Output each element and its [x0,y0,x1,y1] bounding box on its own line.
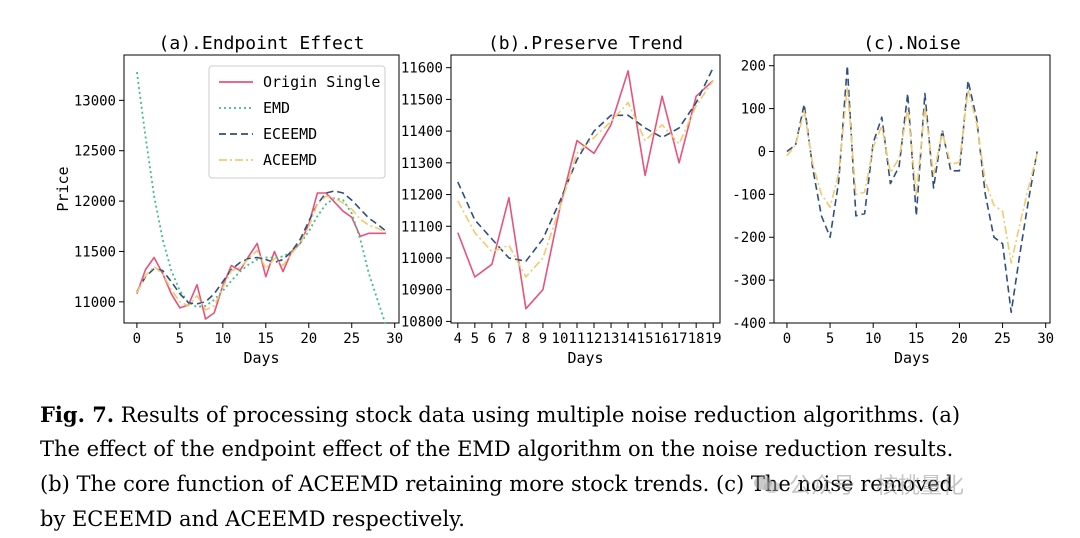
x-tick-label: 17 [671,331,688,347]
chart-title: (a).Endpoint Effect [159,33,365,54]
x-tick-label: 15 [908,331,925,347]
caption-line-1-text: Results of processing stock data using m… [114,403,961,427]
series-line-origin [136,192,387,320]
series-line-eceemd [786,64,1038,314]
legend-box [208,65,386,179]
y-tick-label: 11200 [401,188,443,204]
x-tick-label: 4 [454,331,462,347]
y-tick-label: 200 [741,59,766,75]
legend-label-emd: EMD [263,99,290,117]
wechat-icon [754,476,780,493]
x-tick-label: 18 [688,331,705,347]
y-tick-label: 11500 [74,244,116,260]
x-tick-label: 15 [257,331,274,347]
y-tick-label: -400 [732,316,766,332]
caption-line-3: (b) The core function of ACEEMD retainin… [40,472,953,496]
x-axis-label: Days [894,349,930,367]
x-tick-label: 5 [826,331,834,347]
caption-line-4: by ECEEMD and ACEEMD respectively. [40,507,465,531]
x-tick-label: 9 [539,331,547,347]
y-tick-label: 13000 [74,93,116,109]
y-tick-label: 100 [741,102,766,118]
chart-panel-b: (b).Preserve Trend 4 5 6 7 8 9 10 11 12 13 14 15 16 17… [401,33,722,367]
series-line-origin [457,70,714,310]
x-tick-label: 19 [705,331,722,347]
legend-label-origin: Origin Single [263,73,380,91]
y-tick-label: 11400 [401,124,443,140]
y-tick-label: -200 [732,230,766,246]
caption-line-1: Fig. 7. Results of processing stock data… [40,402,1070,427]
plot-frame [123,54,400,324]
y-tick-label: 11000 [401,251,443,267]
x-tick-label: 16 [654,331,671,347]
x-tick-label: 11 [569,331,586,347]
x-tick-label: 13 [603,331,620,347]
x-tick-label: 5 [176,331,184,347]
series-line-aceemd [457,79,714,278]
x-tick-label: 10 [552,331,569,347]
x-tick-label: 25 [994,331,1011,347]
y-tick-label: 12500 [74,144,116,160]
plot-frame [450,54,721,324]
y-tick-label: 11000 [74,295,116,311]
y-tick-label: -100 [732,187,766,203]
series-line-aceemd [136,195,387,311]
y-tick-label: 0 [758,144,766,160]
x-tick-label: 30 [386,331,403,347]
y-tick-label: 11500 [401,92,443,108]
y-axis-label: Price [54,166,72,211]
x-tick-label: 6 [488,331,496,347]
x-tick-label: 7 [505,331,513,347]
legend-label-aceemd: ACEEMD [263,151,317,169]
x-tick-label: 14 [620,331,637,347]
series-line-eceemd [136,190,387,305]
x-tick-label: 0 [783,331,791,347]
x-tick-label: 30 [1037,331,1054,347]
watermark: 公众号 · 核桃量化 [752,468,964,500]
y-tick-label: -300 [732,273,766,289]
watermark-text: 公众号 · 核桃量化 [789,474,964,499]
chart-panel-a: (a).Endpoint Effect 0 5 10 15 20 25 30 11000 1150… [54,33,403,367]
chart-title: (b).Preserve Trend [488,33,683,54]
x-axis-label: Days [567,349,603,367]
x-tick-label: 0 [133,331,141,347]
x-tick-label: 20 [951,331,968,347]
series-line-eceemd [457,67,714,263]
y-tick-label: 10800 [401,314,443,330]
x-tick-label: 8 [522,331,530,347]
x-tick-label: 10 [214,331,231,347]
plot-frame [773,54,1051,324]
x-tick-label: 10 [865,331,882,347]
y-tick-label: 12000 [74,194,116,210]
x-tick-label: 15 [637,331,654,347]
chart-title: (c).Noise [863,33,961,54]
y-tick-label: 11300 [401,156,443,172]
x-tick-label: 25 [343,331,360,347]
x-axis-label: Days [243,349,279,367]
x-tick-label: 12 [586,331,603,347]
series-line-aceemd [786,86,1038,264]
chart-panel-c: (c).Noise 0 5 10 15 20 25 30 -400 -300 -200 -100 0 10… [732,33,1054,367]
y-tick-label: 10900 [401,283,443,299]
x-tick-label: 5 [471,331,479,347]
caption-figure-label: Fig. 7. [40,402,115,427]
legend-label-eceemd: ECEEMD [263,125,317,143]
caption-line-2: The effect of the endpoint effect of the… [40,437,954,461]
y-tick-label: 11100 [401,219,443,235]
x-tick-label: 20 [300,331,317,347]
y-tick-label: 11600 [401,61,443,77]
